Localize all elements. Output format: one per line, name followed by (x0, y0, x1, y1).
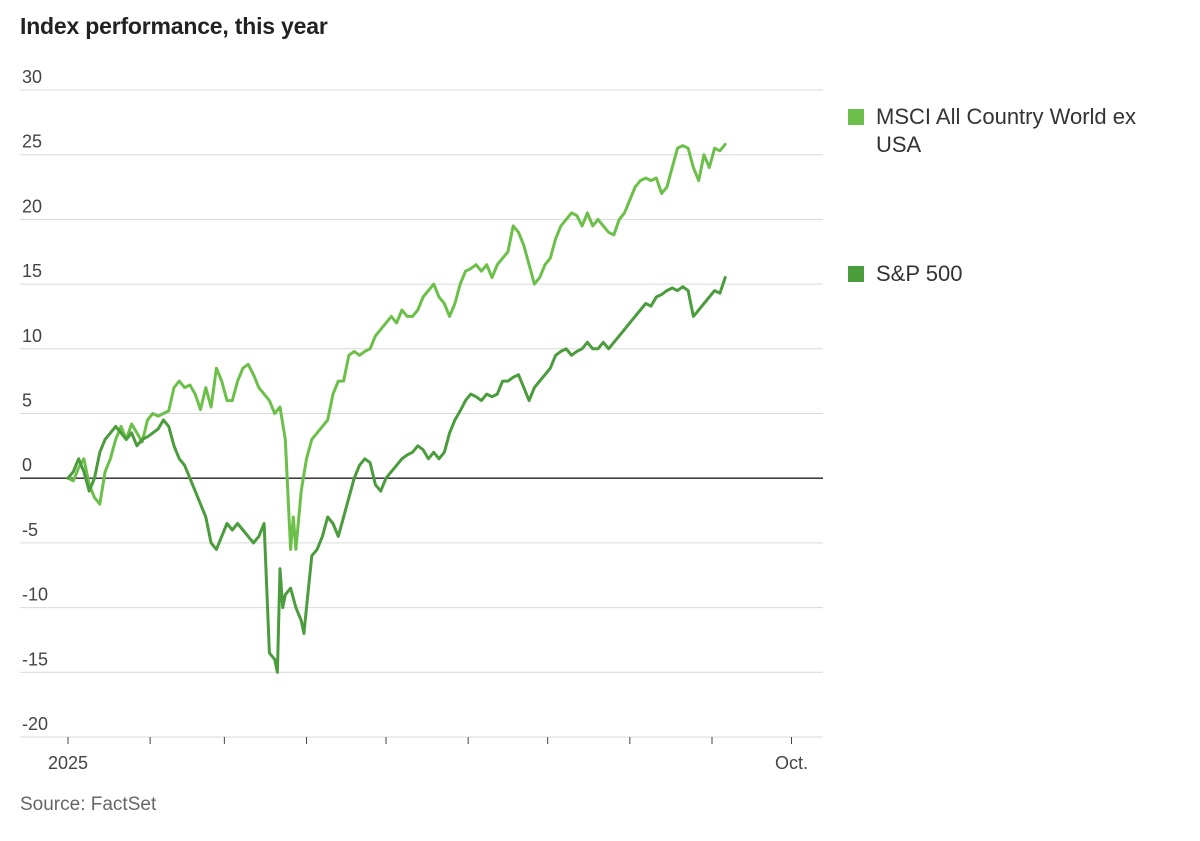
chart-title: Index performance, this year (20, 13, 328, 39)
y-axis-labels: 30 25 20 15 10 5 0 -5 -10 -15 -20 (22, 67, 48, 734)
legend-swatch (848, 109, 864, 125)
x-tick-label: 2025 (48, 753, 88, 773)
series-lines (66, 142, 727, 674)
y-tick-label: 20 (22, 196, 42, 216)
y-tick-label: -20 (22, 714, 48, 734)
legend-swatch (848, 266, 864, 282)
y-tick-label: -10 (22, 585, 48, 605)
y-tick-label: 30 (22, 67, 42, 87)
y-tick-label: 0 (22, 455, 32, 475)
y-tick-label: 5 (22, 391, 32, 411)
x-axis: 2025 Oct. (48, 737, 808, 773)
x-tick-label: Oct. (775, 753, 808, 773)
legend-label: MSCI All Country World ex USA (876, 104, 1136, 157)
legend: MSCI All Country World ex USA S&P 500 (848, 104, 1136, 286)
y-tick-label: 10 (22, 326, 42, 346)
y-tick-label: 15 (22, 261, 42, 281)
source-note: Source: FactSet (20, 794, 157, 815)
y-tick-label: -15 (22, 649, 48, 669)
y-tick-label: -5 (22, 520, 38, 540)
gridlines (20, 89, 823, 738)
series-line-sp500 (66, 276, 727, 674)
series-line-msci-acwi-ex-usa (66, 142, 727, 551)
legend-label: S&P 500 (876, 261, 962, 286)
y-tick-label: 25 (22, 132, 42, 152)
